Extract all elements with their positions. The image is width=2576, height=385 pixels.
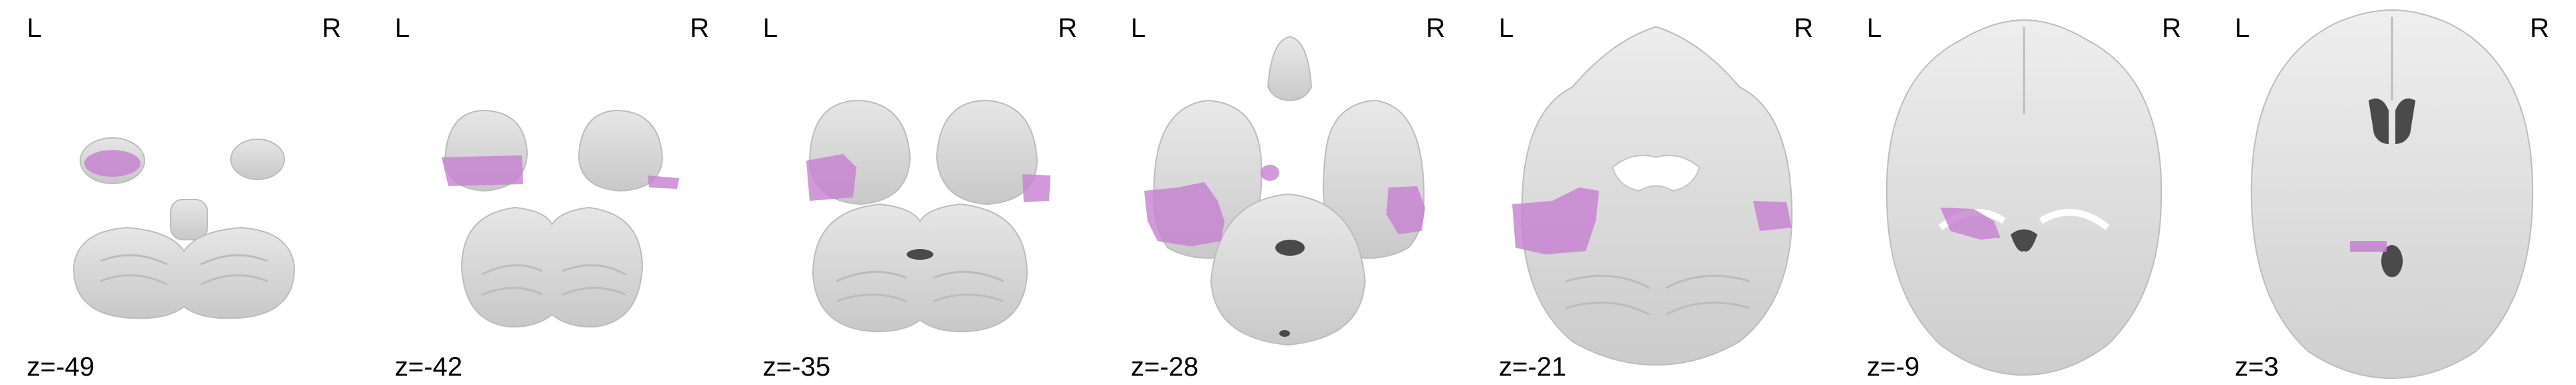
orientation-right-label: R (2162, 13, 2181, 43)
brain-slice-image (442, 109, 679, 328)
slice-z-label: z=-35 (763, 352, 831, 382)
activation-overlay (648, 175, 679, 189)
orientation-right-label: R (690, 13, 709, 43)
brain-slice-image (1512, 25, 1793, 366)
activation-overlay (1261, 165, 1279, 181)
orientation-left-label: L (1867, 13, 1882, 43)
activation-overlay (806, 154, 856, 201)
orientation-left-label: L (1131, 13, 1146, 43)
slice-z-label: z=-28 (1131, 352, 1199, 382)
slice-panel-z-42: L R z=-42 (368, 0, 736, 385)
orientation-right-label: R (322, 13, 341, 43)
orientation-right-label: R (1426, 13, 1445, 43)
activation-overlay (2350, 241, 2387, 252)
slice-panel-z-35: L R z=-35 (736, 0, 1104, 385)
activation-overlay (442, 155, 523, 186)
activation-overlay (1144, 182, 1224, 246)
orientation-right-label: R (1058, 13, 1077, 43)
slice-z-label: z=-49 (27, 352, 95, 382)
slice-panel-z3: L R z=3 (2208, 0, 2576, 385)
activation-overlay (1386, 186, 1425, 234)
orientation-left-label: L (1499, 13, 1514, 43)
activation-overlay (1512, 187, 1599, 254)
activation-overlay (1753, 201, 1792, 231)
slice-panel-z-9: L R z=-9 (1840, 0, 2208, 385)
orientation-right-label: R (1794, 13, 1813, 43)
slice-z-label: z=-42 (395, 352, 463, 382)
slice-z-label: z=-21 (1499, 352, 1567, 382)
orientation-left-label: L (763, 13, 778, 43)
activation-overlay (1022, 174, 1050, 202)
slice-z-label: z=-9 (1867, 352, 1920, 382)
slice-panel-z-28: L R z=-28 (1104, 0, 1472, 385)
brain-slice-image (2250, 9, 2534, 380)
brain-slice-image (1885, 19, 2163, 376)
orientation-right-label: R (2530, 13, 2549, 43)
brain-slice-image (806, 99, 1050, 333)
orientation-left-label: L (395, 13, 410, 43)
orientation-left-label: L (2235, 13, 2250, 43)
slice-panel-z-49: L R z=-49 (0, 0, 368, 385)
activation-overlay (84, 150, 141, 177)
orientation-left-label: L (27, 13, 42, 43)
slice-z-label: z=3 (2235, 352, 2279, 382)
activation-overlay (1940, 208, 2001, 240)
brain-slice-image (1144, 35, 1425, 346)
brain-slice-image (72, 137, 296, 319)
slice-panel-z-21: L R z=-21 (1472, 0, 1840, 385)
